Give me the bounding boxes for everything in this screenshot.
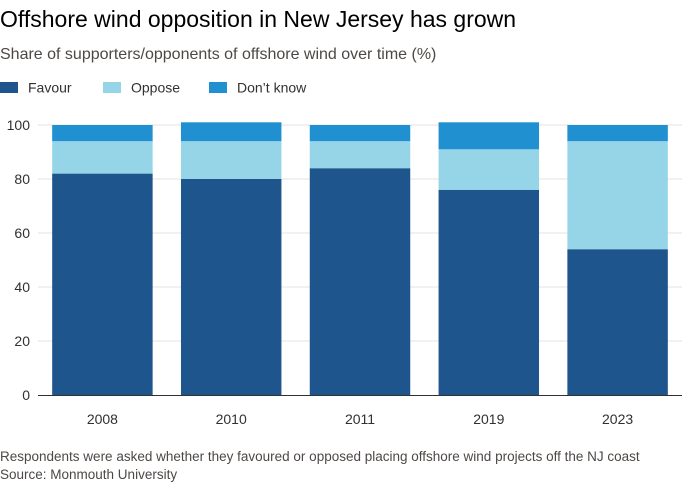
x-tick-label: 2010	[216, 411, 247, 427]
bar-favour-2008	[52, 173, 153, 395]
x-tick-label: 2008	[87, 411, 118, 427]
bar-dont-know-2010	[180, 122, 282, 142]
bar-favour-2023	[567, 249, 668, 395]
bar-dont-know-2023	[567, 125, 668, 142]
source-text: Source: Monmouth University	[0, 467, 178, 482]
bar-favour-2019	[438, 189, 540, 395]
bar-oppose-2010	[180, 141, 282, 179]
y-tick-label: 0	[22, 387, 30, 403]
y-tick-label: 100	[7, 117, 31, 133]
bar-favour-2011	[309, 168, 411, 395]
bar-oppose-2008	[52, 141, 153, 174]
y-tick-label: 60	[14, 225, 30, 241]
y-tick-label: 20	[14, 333, 30, 349]
bar-favour-2010	[180, 179, 282, 395]
legend-label-oppose: Oppose	[131, 79, 181, 96]
y-tick-label: 40	[14, 279, 30, 295]
bar-dont-know-2019	[438, 122, 540, 150]
legend-item-dont-know: Don’t know	[209, 78, 306, 95]
legend-item-favour: Favour	[0, 78, 72, 95]
legend-swatch-favour	[0, 81, 18, 93]
bar-oppose-2011	[309, 141, 411, 169]
legend-item-oppose: Oppose	[103, 78, 180, 95]
bar-dont-know-2011	[309, 125, 411, 142]
y-tick-label: 80	[14, 171, 30, 187]
x-tick-label: 2011	[345, 411, 375, 427]
footnote-block: Respondents were asked whether they favo…	[0, 448, 640, 484]
x-tick-label: 2023	[602, 411, 633, 427]
bar-oppose-2019	[438, 149, 540, 190]
bar-dont-know-2008	[52, 125, 153, 142]
bar-oppose-2023	[567, 141, 668, 250]
legend-label-favour: Favour	[28, 79, 72, 96]
legend-label-dont-know: Don’t know	[237, 79, 307, 96]
footnote-text: Respondents were asked whether they favo…	[0, 449, 640, 464]
legend-swatch-oppose	[103, 81, 121, 93]
legend-swatch-dont-know	[209, 81, 227, 93]
chart-subtitle: Share of supporters/opponents of offshor…	[0, 46, 437, 63]
chart-title: Offshore wind opposition in New Jersey h…	[0, 6, 517, 32]
x-tick-label: 2019	[473, 411, 504, 427]
stacked-bar-chart: 0 20 40 60 80 100 2008 2010 2011 2019 2023	[7, 117, 682, 427]
